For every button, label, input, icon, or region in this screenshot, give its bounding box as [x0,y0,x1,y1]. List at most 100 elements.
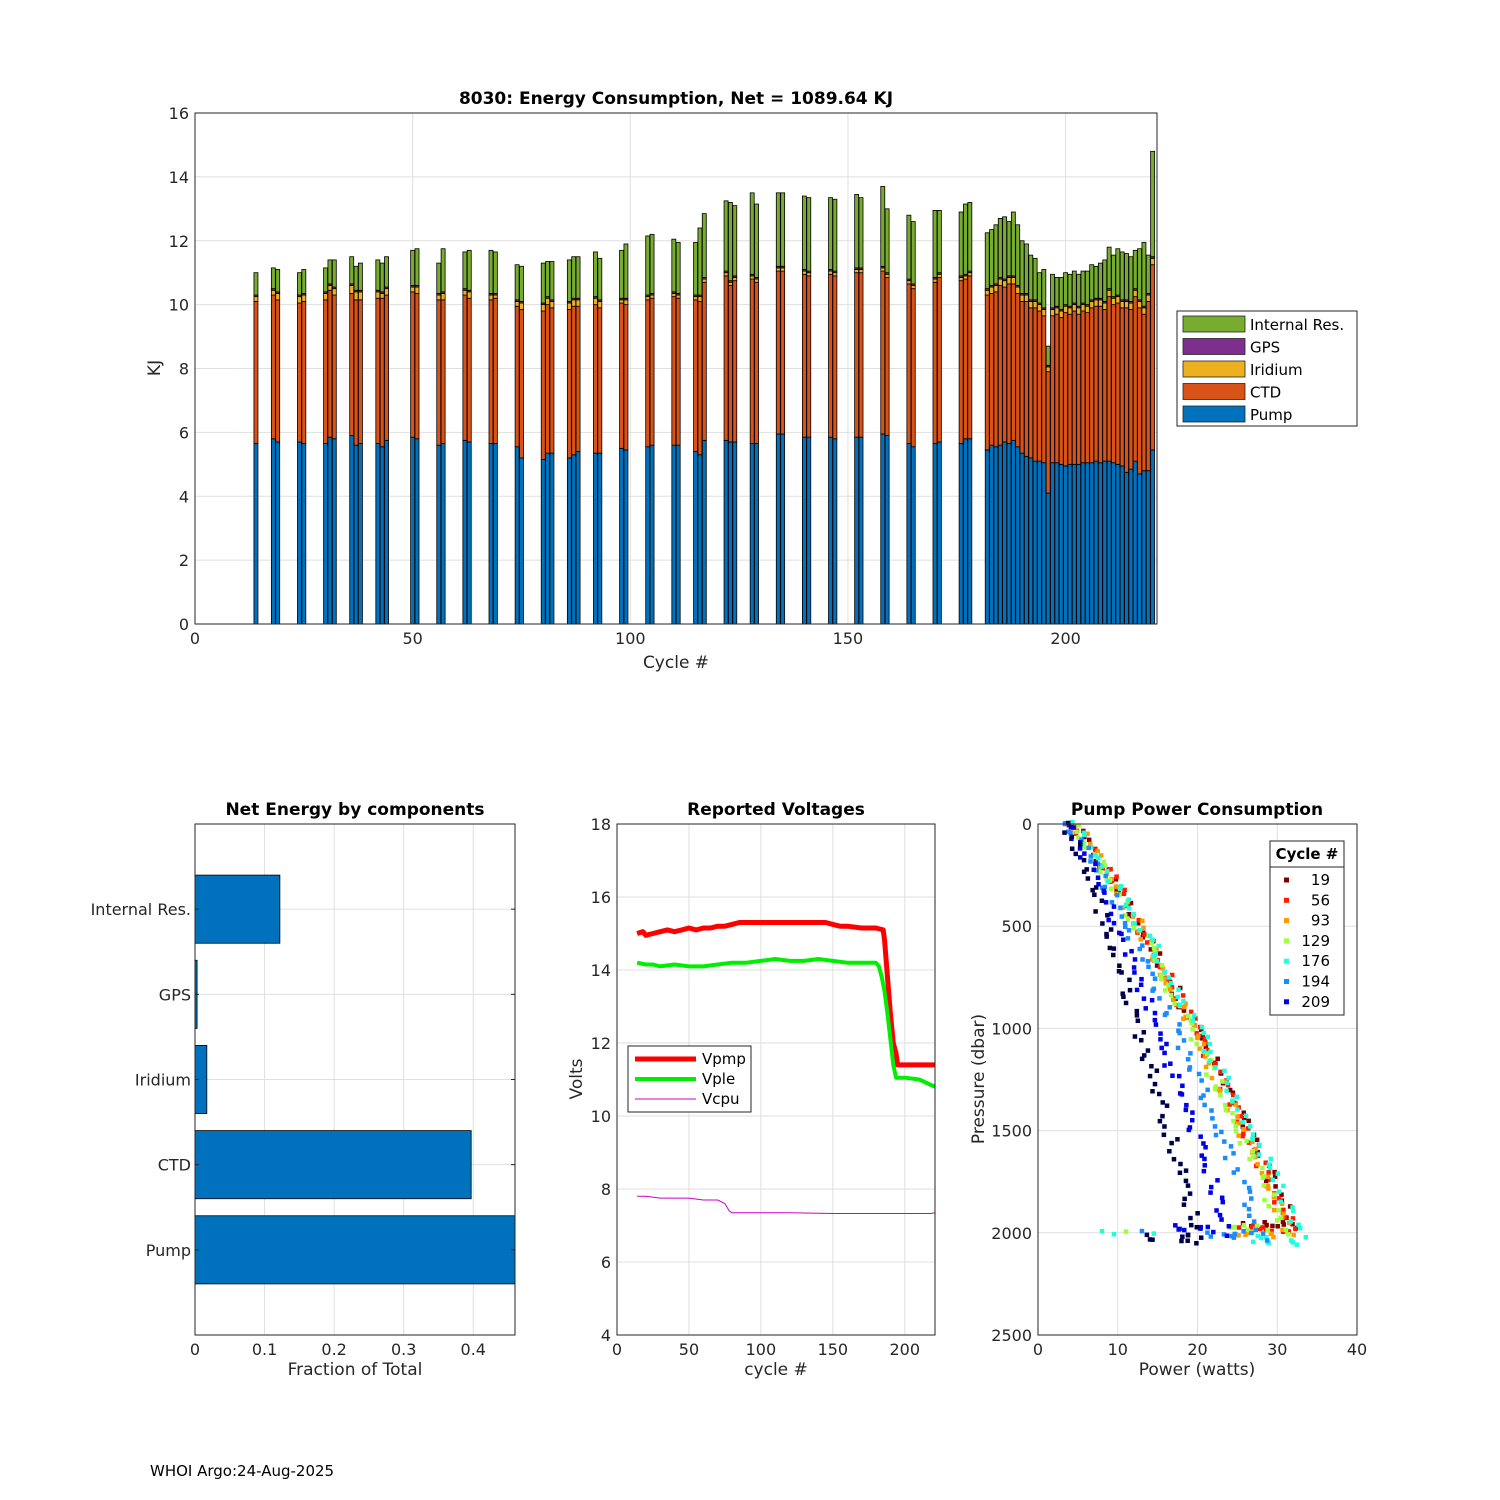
energy-bar-ctd [253,301,259,444]
pump-power-point [1227,1102,1232,1107]
pump-power-point [1250,1132,1256,1137]
pump-power-point [1260,1231,1266,1236]
components-x-tick: 0.3 [391,1340,416,1359]
components-bar [194,1130,472,1200]
energy-y-tick: 2 [179,551,189,570]
pump-power-point [1226,1075,1231,1081]
pump-power-point [1202,1163,1208,1168]
pump-power-point [1187,1067,1192,1072]
energy-bar-ctd [1028,307,1034,459]
pump-power-point [1264,1238,1270,1243]
pump-power-point [1201,1030,1206,1036]
energy-bar-iridium [549,301,555,309]
pump-power-point [1147,1237,1153,1242]
pump-power-point [1198,1134,1203,1139]
pump-power-point [1104,934,1109,939]
pump-power-point [1103,900,1109,905]
energy-bar-iridium [358,291,363,301]
energy-bar-ctd [323,299,328,444]
energy-bar-internal [619,249,624,299]
energy-bar-pump [1093,460,1099,625]
pump-power-point [1194,1241,1199,1246]
pump-power-point [1145,1048,1151,1053]
energy-bar-internal [384,256,389,288]
energy-y-tick: 12 [169,232,189,251]
pump-power-point [1221,1232,1227,1237]
pump-power-point [1081,869,1087,875]
voltages-axes-box [616,823,936,1336]
pump-power-point [1109,900,1115,905]
pump-power-point [1149,997,1155,1003]
pump-power-point [1152,1010,1158,1016]
pump-power-point [1190,1110,1195,1115]
pump-power-point [1099,885,1105,891]
pump-power-point [1121,891,1127,897]
pump-power-point [1179,1238,1184,1244]
pump-power-point [1141,1030,1147,1035]
energy-bar-pump [693,451,698,625]
pump-power-point [1201,1168,1207,1174]
energy-bar-ctd [566,309,572,459]
energy-bar-pump [1006,443,1012,625]
energy-bar-iridium [1058,310,1064,318]
energy-bar-ctd [1054,313,1060,464]
pump-power-point [1253,1227,1259,1233]
energy-bar-iridium [932,278,938,283]
energy-bar-pump [545,452,550,625]
pump-power-point [1188,1018,1193,1023]
pump-power-point [1273,1184,1278,1189]
pump-power-point [1219,1079,1225,1084]
pump-power-point [1129,948,1134,954]
pump-power-point [1275,1224,1280,1229]
energy-bar-iridium [466,291,472,299]
pump-power-point [1176,1073,1182,1079]
energy-bar-iridium [884,273,890,278]
energy-bar-internal [1032,257,1038,301]
energy-bar-ctd [575,305,581,452]
pump-power-point [1121,994,1126,1000]
energy-bar-pump [384,439,389,625]
energy-bar-ctd [780,270,786,435]
energy-bar-iridium [671,293,677,298]
voltages-line-vpmp [636,920,935,1068]
pump-power-point [1095,861,1101,866]
pump-power-point [1249,1230,1254,1236]
pump-power-point [1240,1133,1245,1139]
energy-bar-ctd [349,293,355,436]
pump-power-point [1090,887,1095,893]
energy-bar-iridium [732,277,738,282]
pump-power-legend-box [1269,840,1345,1016]
pump-power-point [1164,1041,1169,1047]
energy-bar-internal [623,243,629,299]
energy-bar-pump [675,444,681,625]
energy-bar-internal [936,210,942,274]
energy-bar-iridium [1006,277,1012,285]
components-x-tick: 0.1 [252,1340,277,1359]
pump-power-point [1175,1137,1180,1142]
pump-power-point [1276,1208,1282,1213]
pump-power-point [1130,912,1136,917]
pump-power-point [1287,1204,1293,1209]
pump-power-point [1183,1001,1188,1006]
pump-power-point [1069,834,1075,840]
pump-power-point [1280,1227,1285,1233]
energy-bar-iridium [1076,307,1082,315]
pump-power-point [1185,1238,1190,1243]
energy-bar-internal [275,269,281,293]
pump-power-point [1207,1058,1212,1064]
voltages-x-label: cycle # [744,1360,808,1380]
energy-x-tick: 0 [190,629,200,648]
energy-bar-pump [566,457,572,625]
pump-power-point [1131,965,1137,970]
pump-power-point [1281,1222,1287,1227]
energy-bar-internal [993,224,999,285]
energy-bar-iridium [854,269,860,274]
pump-power-point [1246,1206,1252,1212]
energy-bar-internal [492,251,498,294]
energy-bar-pump [488,443,494,625]
pump-power-point [1132,1034,1138,1039]
energy-bar-iridium [1128,302,1134,310]
pump-power-point [1278,1199,1283,1205]
energy-bar-internal [932,210,938,278]
pump-power-point [1153,951,1159,957]
